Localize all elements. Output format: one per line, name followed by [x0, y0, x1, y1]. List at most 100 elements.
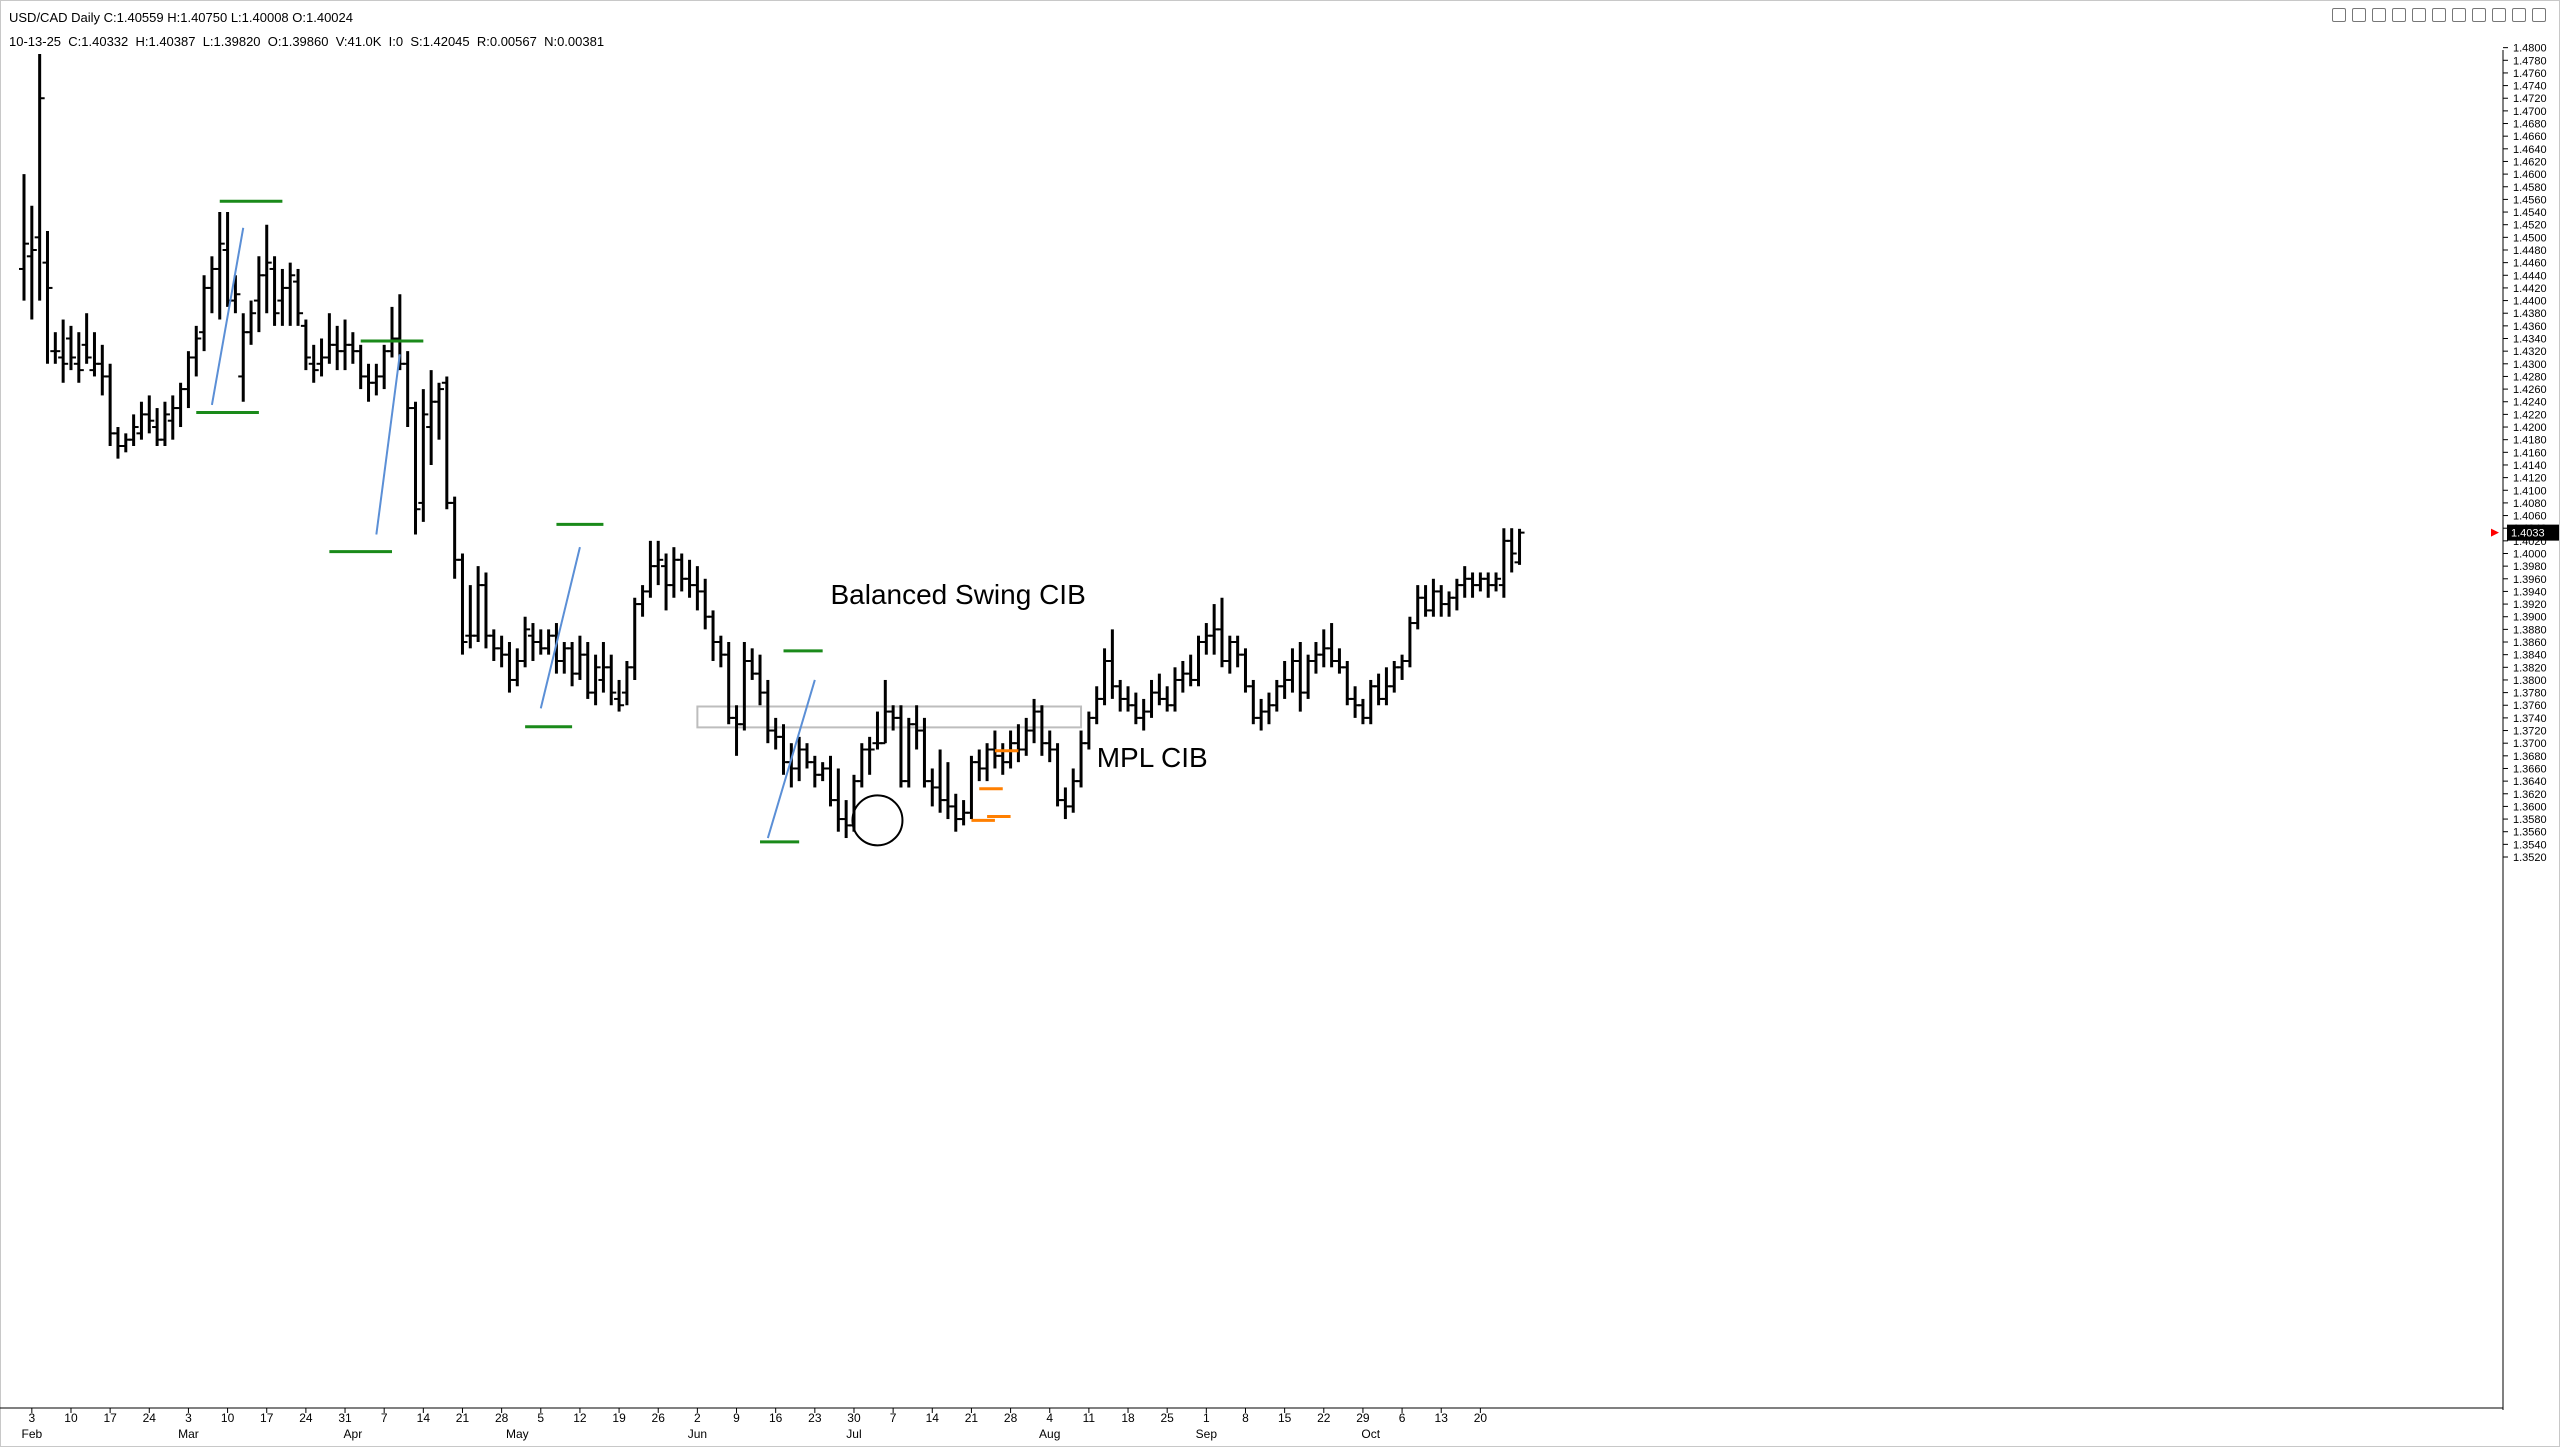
- y-tick-label: 1.3680: [2513, 751, 2547, 763]
- ohlc-bar: [473, 566, 484, 643]
- ohlc-bar: [136, 401, 147, 440]
- arrow-icon[interactable]: [2412, 8, 2426, 22]
- ohlc-bar: [864, 736, 875, 775]
- y-tick-label: 1.4640: [2513, 144, 2547, 156]
- ohlc-bar: [574, 635, 585, 680]
- y-tick-label: 1.3760: [2513, 700, 2547, 712]
- x-tick-label: 12: [573, 1411, 587, 1425]
- y-tick-label: 1.4540: [2513, 207, 2547, 219]
- ohlc-bar: [1107, 629, 1118, 699]
- ohlc-bar: [1475, 572, 1486, 592]
- cancel-icon[interactable]: [2372, 8, 2386, 22]
- ohlc-bar: [1357, 698, 1368, 725]
- ohlc-bar: [731, 705, 742, 756]
- annotation-label: Balanced Swing CIB: [830, 579, 1085, 610]
- x-tick-label: 10: [221, 1411, 235, 1425]
- ohlc-bar: [997, 743, 1008, 775]
- ohlc-bar: [1350, 686, 1361, 718]
- y-tick-label: 1.4160: [2513, 447, 2547, 459]
- ohlc-bar: [1154, 673, 1165, 706]
- ohlc-bar: [355, 344, 366, 390]
- y-tick-label: 1.4460: [2513, 258, 2547, 270]
- ohlc-bar: [73, 332, 84, 383]
- ohlc-bar: [1436, 585, 1447, 617]
- y-tick-label: 1.4520: [2513, 220, 2547, 232]
- month-label: May: [506, 1427, 529, 1441]
- ohlc-bar: [1123, 686, 1134, 712]
- ohlc-bar: [1397, 654, 1408, 680]
- ohlc-bar: [480, 572, 491, 649]
- x-tick-label: 23: [808, 1411, 822, 1425]
- ohlc-bar: [1099, 648, 1110, 706]
- ohlc-bar: [89, 332, 100, 377]
- y-tick-label: 1.3700: [2513, 738, 2547, 750]
- chart-settings-icon[interactable]: [2332, 8, 2346, 22]
- ohlc-bar: [802, 743, 812, 769]
- y-tick-label: 1.3880: [2513, 624, 2547, 636]
- x-tick-label: 15: [1278, 1411, 1292, 1425]
- ohlc-bar: [841, 800, 852, 839]
- ohlc-bar: [942, 762, 953, 820]
- y-tick-label: 1.4660: [2513, 131, 2547, 143]
- ohlc-bar: [1373, 673, 1384, 706]
- rectangle-icon[interactable]: [2432, 8, 2446, 22]
- grid-icon[interactable]: [2452, 8, 2466, 22]
- ohlc-bar: [1412, 585, 1423, 630]
- y-tick-label: 1.3640: [2513, 776, 2547, 788]
- ohlc-bar: [1420, 585, 1431, 617]
- x-tick-label: 14: [417, 1411, 431, 1425]
- ohlc-bar: [747, 648, 758, 680]
- ohlc-bar: [1091, 686, 1102, 725]
- y-tick-label: 1.4220: [2513, 409, 2547, 421]
- ohlc-bar: [1256, 698, 1267, 731]
- ohlc-bar: [1021, 717, 1032, 756]
- fib-line: [375, 354, 401, 535]
- y-tick-label: 1.4360: [2513, 321, 2547, 333]
- ohlc-bar: [637, 585, 648, 617]
- restore-icon[interactable]: [2512, 8, 2526, 22]
- y-tick-label: 1.3920: [2513, 599, 2547, 611]
- y-tick-label: 1.4300: [2513, 359, 2547, 371]
- ohlc-bar: [159, 401, 170, 446]
- ohlc-bar: [253, 256, 264, 333]
- x-tick-label: 22: [1317, 1411, 1331, 1425]
- delete-icon[interactable]: [2472, 8, 2486, 22]
- y-tick-label: 1.4100: [2513, 485, 2547, 497]
- y-tick-label: 1.3940: [2513, 586, 2547, 598]
- ohlc-bar: [543, 629, 554, 655]
- x-tick-label: 17: [260, 1411, 274, 1425]
- ohlc-bar: [1170, 667, 1181, 712]
- draw-icon[interactable]: [2392, 8, 2406, 22]
- ohlc-bar: [935, 749, 946, 813]
- x-tick-label: 31: [338, 1411, 352, 1425]
- y-tick-label: 1.4420: [2513, 283, 2547, 295]
- month-label: Apr: [344, 1427, 363, 1441]
- close-icon[interactable]: [2532, 8, 2546, 22]
- ohlc-bar: [582, 642, 593, 699]
- ohlc-bar: [1036, 705, 1047, 756]
- ohlc-bar: [496, 635, 507, 668]
- ohlc-bar: [645, 540, 656, 598]
- x-tick-label: 25: [1161, 1411, 1175, 1425]
- y-tick-label: 1.4700: [2513, 106, 2547, 118]
- ohlc-bar: [1506, 528, 1517, 573]
- x-tick-label: 7: [890, 1411, 897, 1425]
- zoom-icon[interactable]: [2352, 8, 2366, 22]
- y-tick-label: 1.3720: [2513, 726, 2547, 738]
- ohlc-bar: [825, 755, 836, 807]
- ohlc-bar: [449, 496, 460, 579]
- ohlc-bar: [1193, 635, 1204, 687]
- y-tick-label: 1.4620: [2513, 156, 2547, 168]
- ohlc-bar: [1115, 679, 1126, 712]
- ohlc-bar: [34, 53, 45, 301]
- ohlc-bar: [723, 642, 734, 725]
- ohlc-bar: [1216, 597, 1227, 668]
- ohlc-bar: [81, 313, 92, 364]
- last-price-arrow-icon: [2491, 528, 2499, 537]
- window-icon[interactable]: [2492, 8, 2506, 22]
- ohlc-bar: [692, 566, 703, 611]
- ohlc-bar: [1295, 642, 1306, 712]
- x-tick-label: 7: [381, 1411, 388, 1425]
